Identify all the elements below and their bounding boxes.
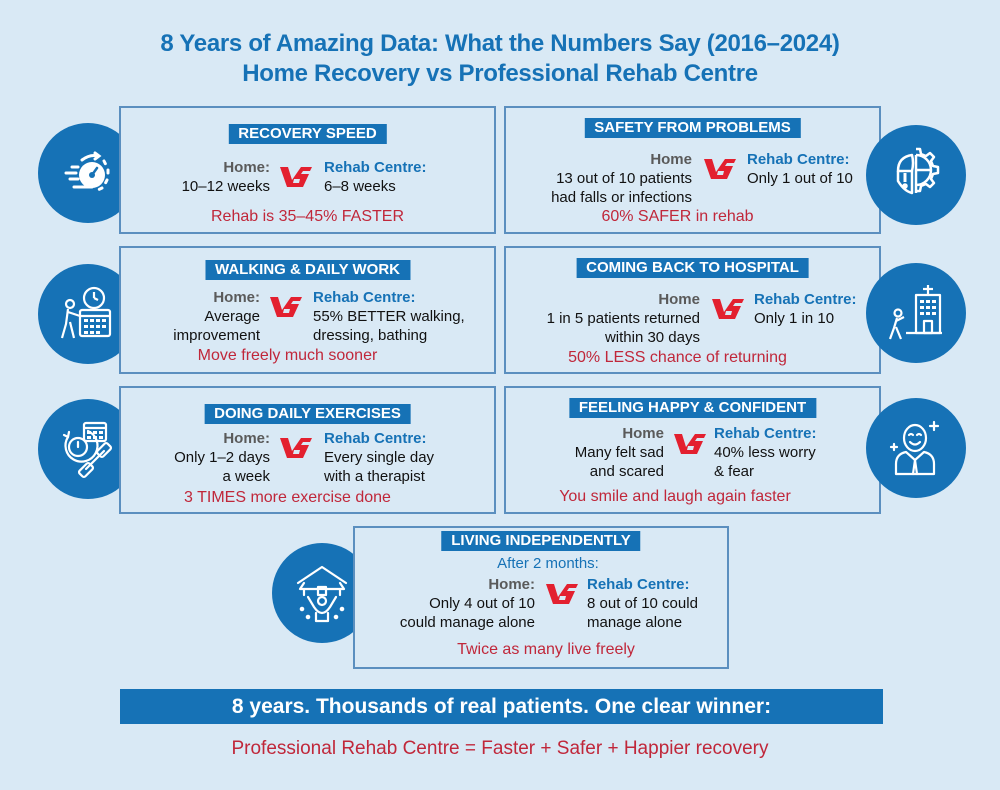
rehab-value: 40% less worry [714,444,816,461]
home-value: improvement [173,327,260,344]
home-value: could manage alone [399,614,535,631]
card-living-independently: LIVING INDEPENDENTLY After 2 months: Hom… [353,526,729,669]
card-coming-back-to-hospital: COMING BACK TO HOSPITAL Home 1 in 5 pati… [504,246,881,374]
rehab-column: Rehab Centre: 8 out of 10 could manage a… [587,575,698,632]
card-walking-daily-work: WALKING & DAILY WORK Home: Average impro… [119,246,496,374]
result-text: 50% LESS chance of returning [568,349,787,366]
happy-person-icon [889,420,940,476]
rehab-label: Rehab Centre: [747,151,850,168]
card-safety-from-problems: SAFETY FROM PROBLEMS Home 13 out of 10 p… [504,106,881,234]
rehab-value: with a therapist [324,468,425,485]
card-subheading: After 2 months: [497,555,599,572]
card-heading: SAFETY FROM PROBLEMS [584,118,801,138]
card-heading: DOING DAILY EXERCISES [204,404,411,424]
card-heading: WALKING & DAILY WORK [204,260,411,280]
home-value: 13 out of 10 patients [556,170,692,187]
home-value: 1 in 5 patients returned [546,310,700,327]
home-label: Home: [213,289,260,306]
card-doing-daily-exercises: DOING DAILY EXERCISES Home: Only 1–2 day… [119,386,496,514]
home-value: Many felt sad [574,444,664,461]
rehab-value: 8 out of 10 could [587,595,698,612]
rehab-label: Rehab Centre: [313,289,416,306]
rehab-value: & fear [714,463,755,480]
rehab-column: Rehab Centre: Only 1 in 10 [754,290,857,328]
result-text: Move freely much sooner [197,347,378,364]
card-heading: LIVING INDEPENDENTLY [441,531,641,551]
summary-conclusion: Professional Rehab Centre = Faster + Saf… [231,738,769,759]
vs-icon [674,434,706,454]
home-column: Home Many felt sad and scared [575,424,664,481]
dumbbell-schedule-icon [62,421,113,479]
home-value: and scared [589,463,664,480]
hospital-icon-circle [866,263,966,363]
rehab-value: Only 1 out of 10 [747,170,853,187]
rehab-label: Rehab Centre: [587,576,690,593]
page-title: 8 Years of Amazing Data: What the Number… [160,30,840,57]
result-text: 60% SAFER in rehab [601,208,754,225]
vs-icon [712,299,744,319]
card-heading: RECOVERY SPEED [228,124,387,144]
home-column: Home: Only 4 out of 10 could manage alon… [400,575,535,632]
vs-icon [280,167,312,187]
rehab-column: Rehab Centre: Only 1 out of 10 [747,150,853,188]
vs-icon [546,584,578,604]
home-column: Home 13 out of 10 patients had falls or … [551,150,692,207]
home-value: within 30 days [604,329,700,346]
rehab-value: Only 1 in 10 [754,310,835,327]
rehab-column: Rehab Centre: 55% BETTER walking, dressi… [313,288,465,345]
result-text: 3 TIMES more exercise done [184,489,391,506]
home-value: Only 4 out of 10 [429,595,535,612]
hospital-icon [888,285,942,340]
home-column: Home: Average improvement [173,288,260,345]
result-text: Twice as many live freely [457,641,635,658]
independent-home-icon [296,565,348,623]
home-column: Home: Only 1–2 days a week [174,429,270,486]
home-value: 10–12 weeks [181,178,270,195]
card-heading: COMING BACK TO HOSPITAL [576,258,809,278]
home-label: Home: [223,159,270,176]
home-value: a week [222,468,270,485]
rehab-value: dressing, bathing [313,327,428,344]
card-feeling-happy-confident: FEELING HAPPY & CONFIDENT Home Many felt… [504,386,881,514]
rehab-column: Rehab Centre: 6–8 weeks [324,158,427,196]
home-label: Home: [488,576,535,593]
result-text: You smile and laugh again faster [559,488,791,505]
page-subtitle: Home Recovery vs Professional Rehab Cent… [242,60,758,87]
result-text: Rehab is 35–45% FASTER [211,208,404,225]
rehab-label: Rehab Centre: [714,425,817,442]
rehab-label: Rehab Centre: [324,430,427,447]
home-value: Only 1–2 days [174,449,270,466]
home-value: had falls or infections [551,189,692,206]
walking-calendar-icon [60,286,112,339]
rehab-value: Every single day [324,449,435,466]
home-label: Home: [223,430,270,447]
speedometer-icon [64,151,110,192]
card-heading: FEELING HAPPY & CONFIDENT [568,398,817,418]
home-column: Home 1 in 5 patients returned within 30 … [547,290,700,347]
vs-icon [270,297,302,317]
rehab-column: Rehab Centre: 40% less worry & fear [714,424,817,481]
safety-icon-circle [866,125,966,225]
rehab-label: Rehab Centre: [754,291,857,308]
rehab-label: Rehab Centre: [324,159,427,176]
vs-icon [704,159,736,179]
vs-icon [280,438,312,458]
card-recovery-speed: RECOVERY SPEED Home: 10–12 weeks Rehab C… [119,106,496,234]
rehab-value: 55% BETTER walking, [313,308,465,325]
rehab-column: Rehab Centre: Every single day with a th… [324,429,434,486]
rehab-value: manage alone [587,614,683,631]
home-label: Home [650,151,692,168]
happy-icon-circle [866,398,966,498]
summary-banner: 8 years. Thousands of real patients. One… [120,689,883,724]
safety-gear-icon [896,147,940,195]
home-column: Home: 10–12 weeks [182,158,270,196]
home-label: Home [658,291,700,308]
home-label: Home [622,425,664,442]
home-value: Average [204,308,260,325]
rehab-value: 6–8 weeks [324,178,396,195]
